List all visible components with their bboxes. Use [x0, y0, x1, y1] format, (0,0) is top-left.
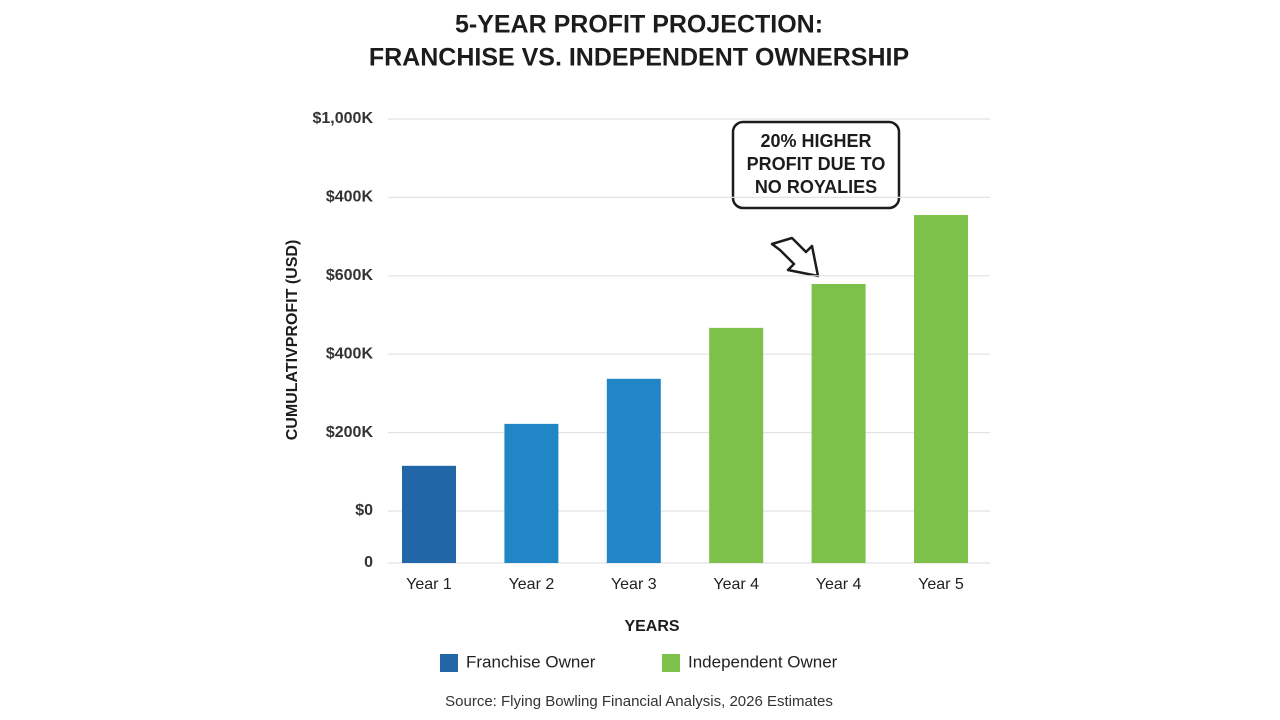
- x-tick-label: Year 2: [509, 576, 555, 593]
- legend-swatch: [440, 654, 458, 672]
- legend-label: Independent Owner: [688, 652, 838, 671]
- y-tick-label: $0: [355, 502, 373, 519]
- bar: [402, 465, 456, 563]
- bar: [504, 423, 559, 563]
- bar: [914, 215, 968, 563]
- chart-title: 5-YEAR PROFIT PROJECTION:: [455, 11, 823, 39]
- bar: [811, 283, 866, 563]
- y-tick-label: 0: [364, 554, 373, 571]
- y-tick-label: $400K: [326, 189, 374, 206]
- annotation: NO ROYALIES: [755, 177, 877, 197]
- y-axis-label: CUMULATIVPROFIT (USD): [284, 240, 301, 441]
- legend-swatch: [662, 654, 680, 672]
- x-tick-label: Year 5: [918, 576, 964, 593]
- chart-title: FRANCHISE VS. INDEPENDENT OWNERSHIP: [369, 44, 909, 72]
- source: Source: Flying Bowling Financial Analysi…: [445, 693, 833, 710]
- x-tick-label: Year 3: [611, 576, 657, 593]
- x-tick-label: Year 1: [406, 576, 452, 593]
- annotation: 20% HIGHER: [760, 131, 871, 151]
- bar: [606, 378, 661, 563]
- annotation: PROFIT DUE TO: [747, 154, 886, 174]
- y-tick-label: $1,000K: [313, 110, 374, 127]
- y-tick-label: $600K: [326, 267, 374, 284]
- legend-label: Franchise Owner: [466, 652, 596, 671]
- y-tick-label: $400K: [326, 345, 374, 362]
- x-tick-label: Year 4: [816, 576, 862, 593]
- y-tick-label: $200K: [326, 424, 374, 441]
- x-axis-label: YEARS: [624, 618, 679, 635]
- x-tick-label: Year 4: [713, 576, 759, 593]
- bar: [709, 327, 764, 563]
- annotation-box: [731, 120, 901, 210]
